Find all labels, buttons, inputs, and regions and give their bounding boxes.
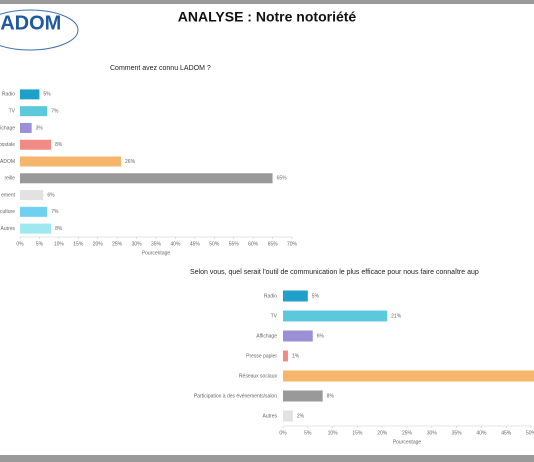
x-tick-label: 0% (16, 241, 24, 247)
value-label: 7% (51, 209, 59, 215)
value-label: 8% (327, 393, 335, 399)
bar (283, 350, 288, 362)
bar (20, 122, 32, 133)
value-label: 8% (55, 142, 63, 148)
x-tick-label: 35% (452, 430, 463, 436)
logo: LADOM (0, 12, 61, 34)
x-tick-label: 5% (304, 430, 312, 436)
value-label: 2% (297, 413, 305, 419)
bar (283, 370, 534, 382)
bar (283, 390, 323, 402)
value-label: 3% (36, 125, 44, 131)
category-label: ffichage (0, 125, 15, 131)
x-tick-label: 45% (190, 241, 201, 247)
category-label: TV (9, 108, 16, 114)
x-tick-label: 70% (287, 241, 298, 247)
bar (283, 410, 293, 422)
bar (283, 330, 313, 342)
value-label: 8% (55, 226, 63, 232)
bar (20, 206, 48, 217)
value-label: 1% (292, 353, 300, 359)
value-label: 26% (125, 159, 136, 165)
x-tick-label: 55% (229, 241, 240, 247)
category-label: Réseaux sociaux (239, 373, 278, 379)
bar (283, 310, 388, 322)
category-label: Affichage (256, 333, 277, 339)
value-label: 6% (317, 333, 325, 339)
category-label: culture (0, 209, 15, 215)
x-tick-label: 5% (36, 241, 44, 247)
x-tick-label: 30% (427, 430, 438, 436)
x-tick-label: 35% (151, 241, 162, 247)
logo-swoosh (0, 9, 79, 51)
value-label: 7% (51, 108, 59, 114)
value-label: 21% (391, 313, 402, 319)
bar (20, 89, 40, 100)
x-axis-label: Pourcentage (393, 439, 422, 445)
x-tick-label: 25% (402, 430, 413, 436)
value-label: 5% (43, 92, 51, 98)
x-tick-label: 15% (352, 430, 363, 436)
category-label: Participation à des événements/salon (194, 393, 277, 399)
bar (20, 156, 122, 167)
category-label: Autres (1, 226, 16, 232)
x-tick-label: 40% (170, 241, 181, 247)
bar (20, 139, 52, 150)
bar (283, 290, 308, 302)
slide-title: ANALYSE : Notre notoriété (178, 9, 357, 25)
bar (20, 173, 273, 184)
value-label: 5% (312, 293, 320, 299)
category-label: Radio (2, 92, 15, 98)
category-label: ement (1, 192, 16, 198)
x-tick-label: 45% (501, 430, 512, 436)
category-label: reille (4, 176, 15, 182)
x-tick-label: 50% (526, 430, 534, 436)
category-label: Radio (264, 293, 277, 299)
x-tick-label: 40% (476, 430, 487, 436)
x-tick-label: 25% (112, 241, 123, 247)
x-tick-label: 10% (328, 430, 339, 436)
value-label: 6% (47, 192, 55, 198)
x-tick-label: 20% (93, 241, 104, 247)
x-tick-label: 60% (248, 241, 259, 247)
bar (20, 223, 52, 234)
bottom-band (0, 455, 534, 462)
chart-title: Comment avez connu LADOM ? (110, 65, 211, 72)
chart-title: Selon vous, quel serait l'outil de commu… (190, 269, 479, 276)
category-label: LADOM (0, 159, 15, 165)
x-tick-label: 30% (132, 241, 143, 247)
category-label: Autres (263, 413, 278, 419)
x-tick-label: 15% (73, 241, 84, 247)
x-axis-label: Pourcentage (142, 250, 171, 256)
category-label: TV (271, 313, 278, 319)
bar (20, 190, 44, 201)
category-label: postale (0, 142, 15, 148)
x-tick-label: 65% (268, 241, 279, 247)
value-label: 65% (277, 176, 288, 182)
x-tick-label: 20% (377, 430, 388, 436)
top-band (0, 0, 534, 4)
x-tick-label: 50% (209, 241, 220, 247)
x-tick-label: 10% (54, 241, 65, 247)
bar (20, 106, 48, 117)
category-label: Presse papier (246, 353, 277, 359)
x-tick-label: 0% (279, 430, 287, 436)
